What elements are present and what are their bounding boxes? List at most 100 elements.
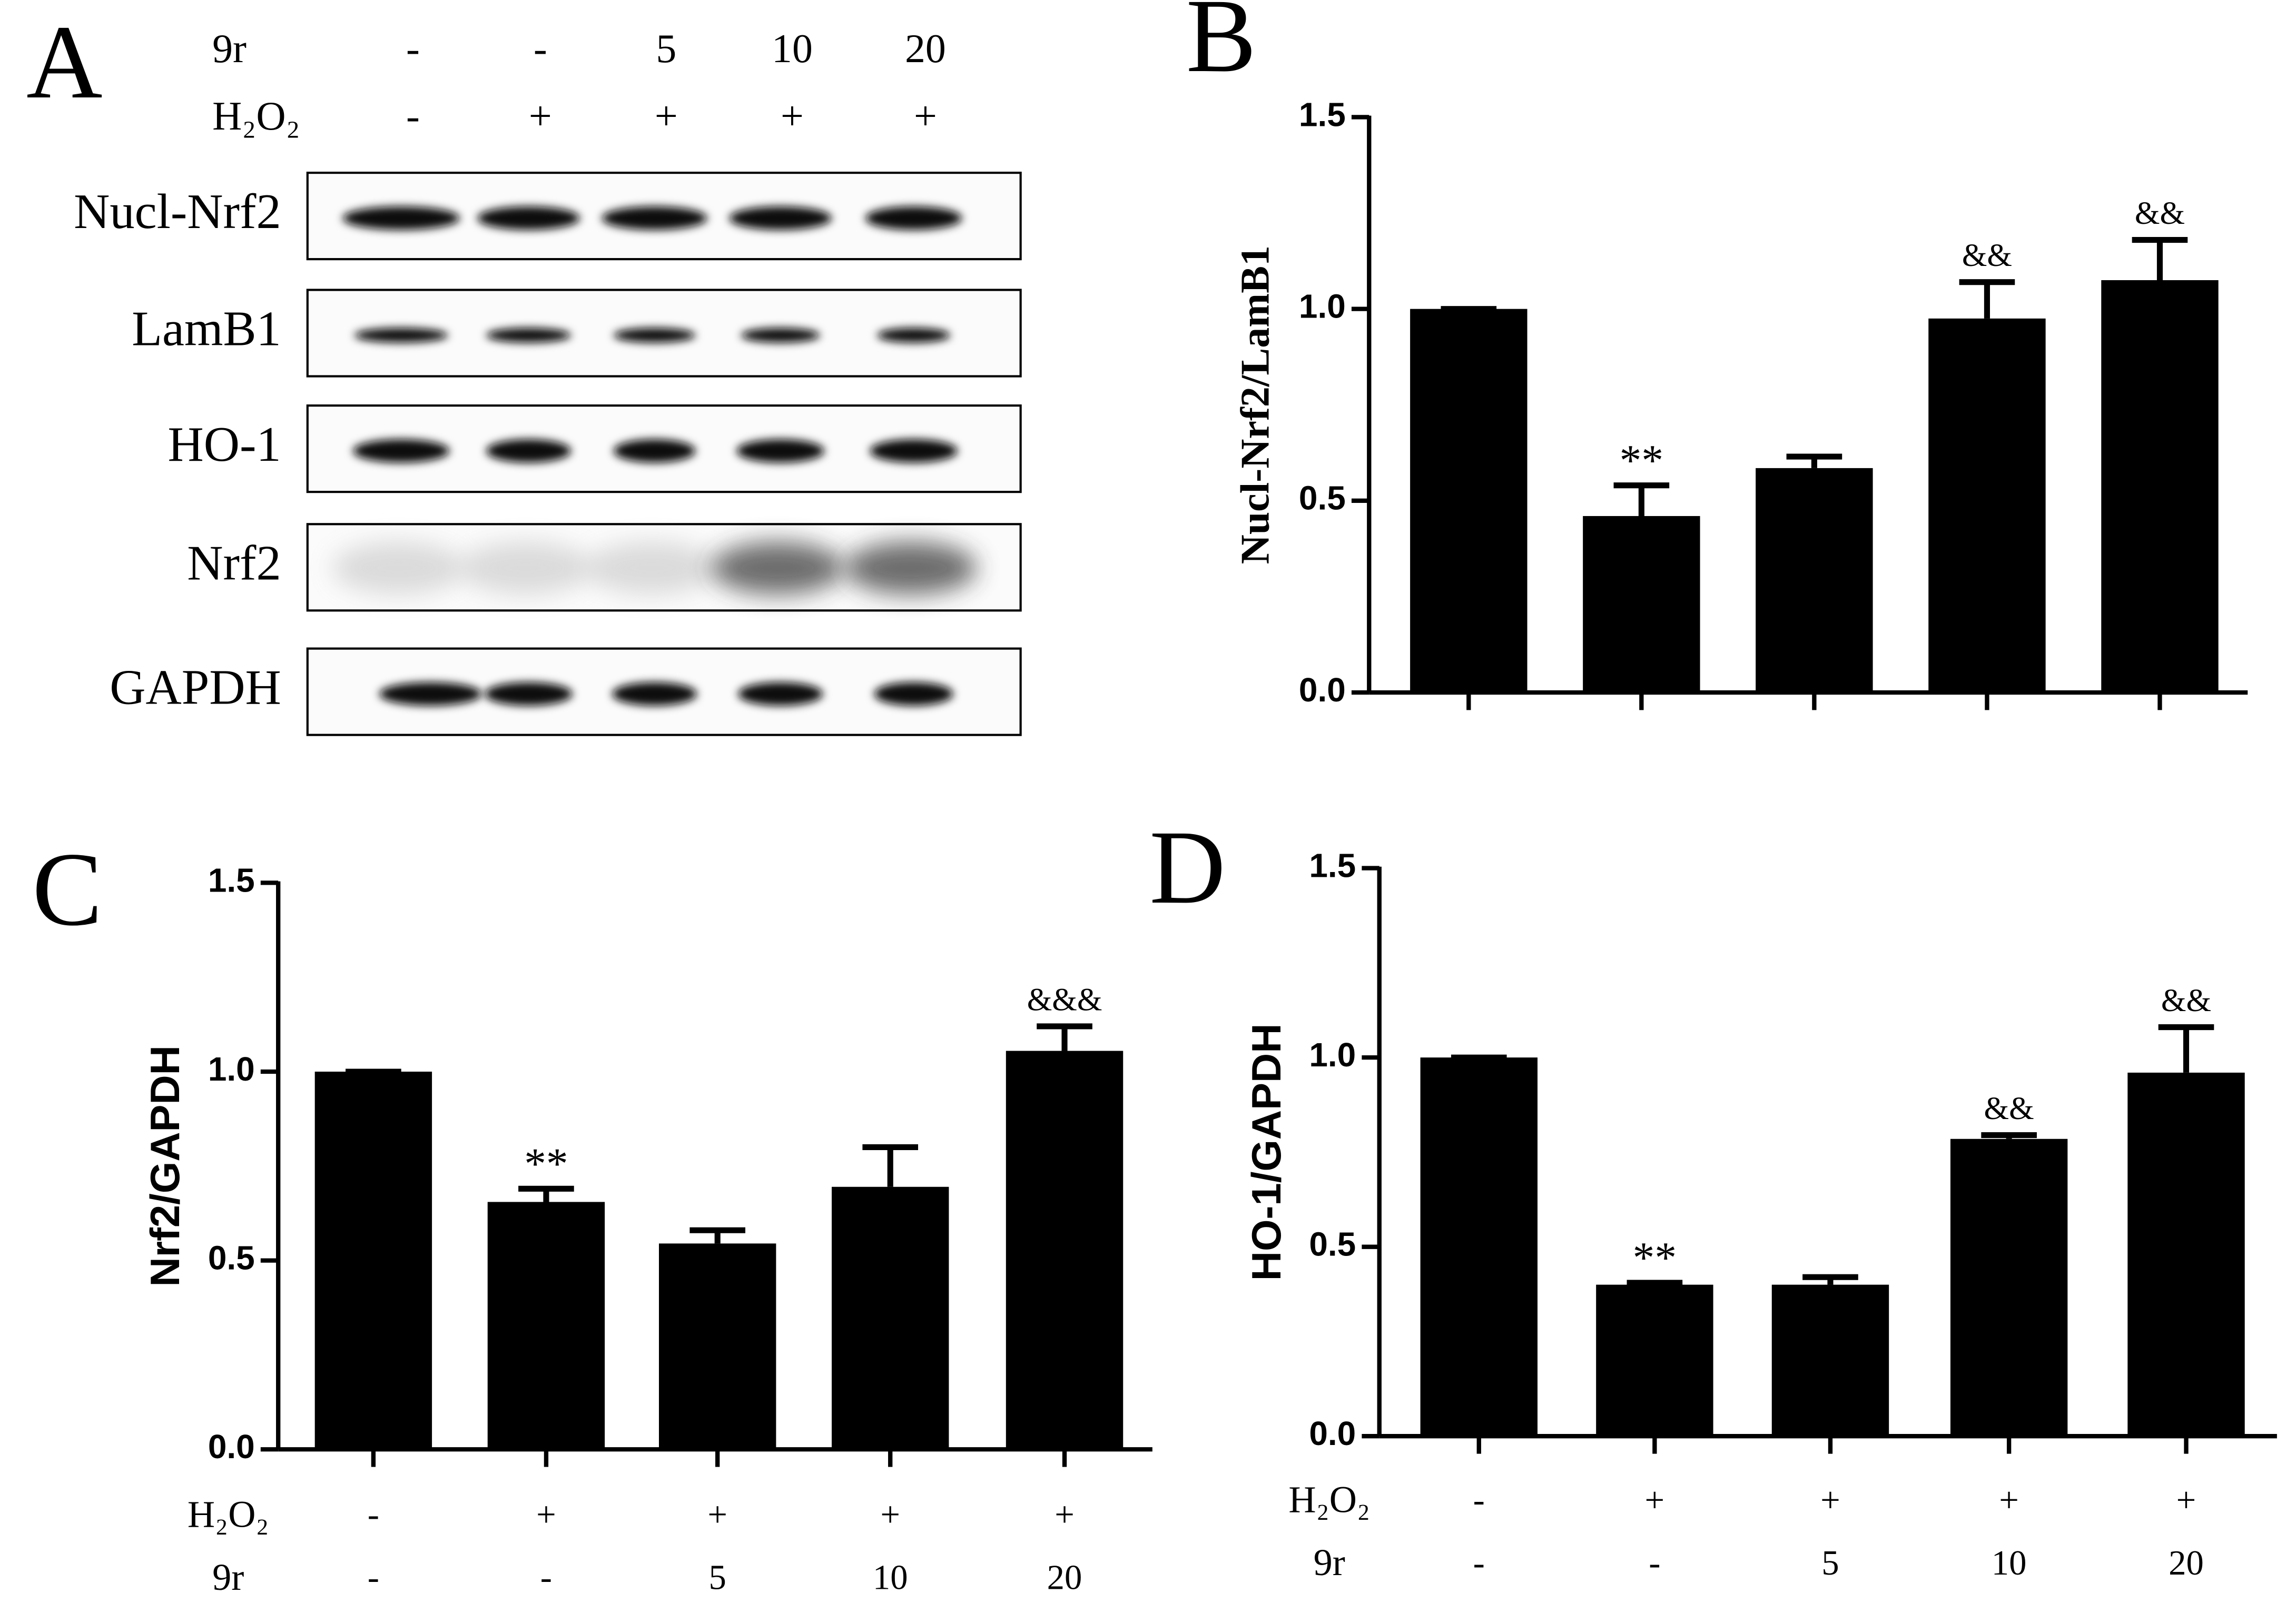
header-value: 5 (656, 26, 676, 71)
band (870, 439, 958, 463)
y-tick-label: 1.0 (208, 1050, 255, 1088)
error-bar (1613, 482, 1670, 516)
bar (1950, 1139, 2068, 1437)
error-bar (1037, 1023, 1092, 1051)
band (352, 439, 450, 463)
annotation: &&& (1027, 982, 1102, 1017)
row-value: + (1820, 1481, 1840, 1519)
bar (1928, 318, 2046, 692)
band (602, 206, 707, 230)
y-axis-label: Nrf2/GAPDH (143, 1045, 188, 1286)
error-bar (1802, 1274, 1858, 1285)
row-label: 9r (212, 1556, 244, 1598)
error-bar (1627, 1280, 1683, 1286)
band (736, 439, 825, 463)
annotation: && (1962, 238, 2012, 273)
header-value: 20 (905, 26, 946, 71)
error-bar (518, 1185, 574, 1202)
error-bar (1981, 1132, 2037, 1139)
band (865, 206, 962, 230)
band-label: GAPDH (110, 660, 281, 715)
row-value: + (707, 1496, 727, 1534)
band-label: HO-1 (168, 417, 281, 472)
bar (1410, 309, 1528, 692)
band-label: Nrf2 (187, 536, 281, 590)
error-bar (689, 1227, 746, 1244)
band (845, 541, 977, 595)
header-label: 9r (212, 26, 247, 71)
header-value: + (781, 93, 804, 138)
header-value: - (406, 93, 420, 138)
annotation: && (2161, 983, 2211, 1018)
band (486, 439, 571, 463)
y-axis-label: HO-1/GAPDH (1244, 1024, 1289, 1281)
row-value: 10 (1992, 1544, 2027, 1582)
row-value: + (880, 1496, 900, 1534)
band (342, 206, 460, 230)
band (612, 682, 697, 706)
bar (1420, 1057, 1538, 1437)
error-bar (862, 1144, 919, 1187)
band (729, 206, 832, 230)
y-tick-label: 1.0 (1309, 1036, 1356, 1074)
y-tick-label: 0.5 (208, 1239, 255, 1277)
header-value: - (534, 26, 547, 71)
panel-letter: D (1149, 809, 1226, 926)
row-value: + (536, 1496, 556, 1534)
y-tick-label: 0.0 (1309, 1414, 1356, 1452)
row-label: 9r (1314, 1541, 1345, 1584)
row-value: 5 (709, 1559, 726, 1597)
error-bar (1959, 279, 2015, 319)
bar (1771, 1284, 1889, 1437)
panel-letter: B (1186, 0, 1257, 94)
annotation: ** (524, 1140, 568, 1189)
bar (2127, 1072, 2245, 1437)
bar (2101, 280, 2219, 692)
header-value: 10 (772, 26, 813, 71)
bar (1006, 1051, 1124, 1450)
row-value: 5 (1821, 1544, 1839, 1582)
header-label: H₂O₂ (212, 93, 300, 138)
band (485, 682, 573, 706)
annotation: ** (1633, 1234, 1677, 1282)
band (332, 541, 465, 595)
row-value: + (1999, 1481, 2019, 1519)
band-label: LamB1 (132, 302, 281, 357)
row-value: 10 (873, 1559, 908, 1597)
panel-letter: A (26, 4, 103, 121)
annotation: && (2135, 196, 2185, 231)
y-tick-label: 1.0 (1299, 288, 1346, 325)
bar (314, 1072, 432, 1450)
y-tick-label: 1.5 (1309, 846, 1356, 884)
row-value: 20 (1047, 1559, 1082, 1597)
error-bar (1786, 453, 1842, 468)
row-value: - (540, 1559, 552, 1597)
bar (1756, 468, 1873, 692)
header-value: + (914, 93, 937, 138)
band (874, 682, 953, 706)
band (712, 541, 844, 595)
y-tick-label: 0.5 (1309, 1225, 1356, 1263)
row-value: - (1649, 1544, 1660, 1582)
row-value: + (1055, 1496, 1075, 1534)
row-value: - (1473, 1544, 1485, 1582)
annotation: && (1984, 1091, 2034, 1126)
row-value: 20 (2169, 1544, 2204, 1582)
header-value: - (406, 26, 420, 71)
panel-letter: C (32, 832, 102, 948)
annotation: ** (1620, 437, 1663, 485)
band (477, 206, 580, 230)
bar (1583, 516, 1700, 692)
y-axis-label: Nucl-Nrf2/LamB1 (1233, 245, 1278, 564)
band (486, 328, 571, 343)
y-tick-label: 1.5 (1299, 95, 1346, 133)
row-value: + (1645, 1481, 1665, 1519)
y-tick-label: 0.0 (208, 1428, 255, 1466)
row-label: H₂O₂ (188, 1493, 269, 1535)
band (379, 682, 482, 706)
header-value: + (655, 93, 678, 138)
bar (832, 1186, 949, 1450)
band (738, 682, 823, 706)
y-tick-label: 0.0 (1299, 671, 1346, 709)
